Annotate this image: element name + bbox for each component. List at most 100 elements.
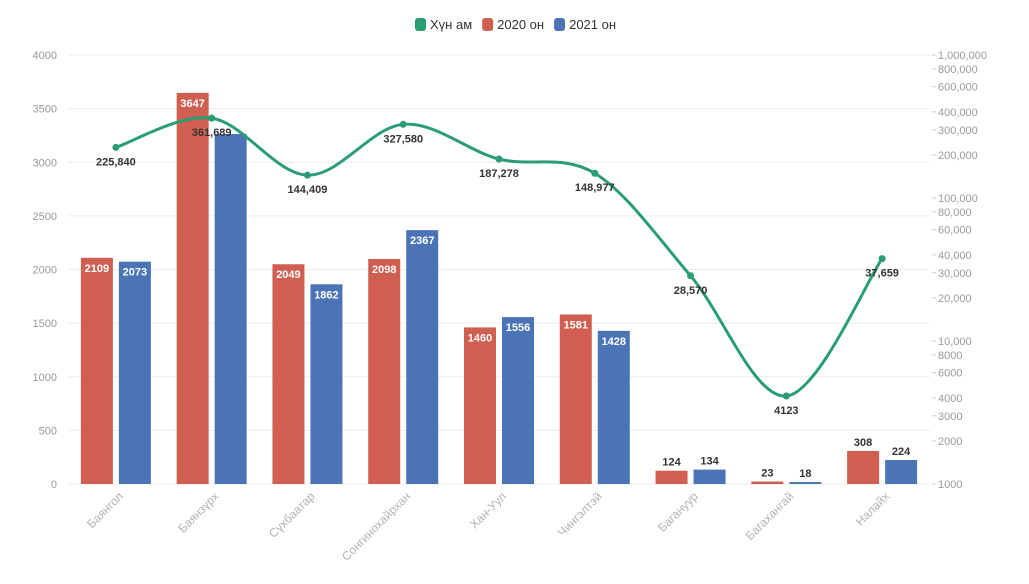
line-point	[782, 392, 790, 400]
bar-2021 он	[214, 134, 247, 484]
legend-label: Хүн ам	[430, 17, 472, 32]
bar-data-label: 2049	[276, 269, 300, 281]
right-tick-label: 2000	[938, 436, 962, 448]
line-data-label: 4123	[774, 405, 798, 417]
category-label: Налайх	[853, 489, 892, 528]
legend-swatch	[415, 18, 426, 31]
right-tick-label: 40,000	[938, 250, 972, 262]
legend-label: 2020 он	[497, 17, 544, 32]
bar-2020 он	[847, 450, 880, 484]
bar-2020 он	[655, 470, 688, 484]
bar-2021 он	[406, 230, 439, 484]
bar-data-label: 1581	[564, 319, 588, 331]
population-line: 225,840 361,689 144,409 327,580 187,278 148,9…	[96, 114, 899, 417]
right-tick-label: 1000	[938, 479, 962, 491]
right-tick-label: 400,000	[938, 107, 978, 119]
line-point	[687, 272, 695, 280]
bar-data-label: 2098	[372, 264, 396, 276]
left-tick-label: 1000	[33, 372, 57, 384]
line-point	[399, 120, 407, 128]
right-tick-label: 30,000	[938, 268, 972, 280]
category-label: Багахангай	[743, 489, 797, 543]
legend-label: 2021 он	[569, 17, 616, 32]
right-tick-label: 80,000	[938, 207, 972, 219]
bar-2021 он	[693, 469, 726, 484]
bar-2020 он	[176, 92, 209, 484]
line-data-label: 148,977	[575, 182, 615, 194]
left-tick-label: 2000	[33, 265, 57, 277]
line-point	[303, 171, 311, 179]
left-tick-label: 3500	[33, 104, 57, 116]
line-data-label: 187,278	[479, 168, 519, 180]
line-point	[208, 114, 216, 122]
legend: Хүн ам 2020 он 2021 он	[415, 17, 616, 32]
category-label: Хан-Уул	[467, 489, 509, 531]
bar-2020 он	[80, 257, 113, 484]
bar-2020 он	[751, 481, 784, 484]
right-tick-label: 20,000	[938, 293, 972, 305]
bar-data-label: 1556	[506, 322, 530, 334]
right-tick-label: 600,000	[938, 82, 978, 94]
bar-2021 он	[597, 330, 630, 484]
category-label: Чингэлтэй	[555, 489, 605, 539]
right-tick-label: 4000	[938, 393, 962, 405]
right-tick-label: 800,000	[938, 64, 978, 76]
right-tick-label: 3000	[938, 411, 962, 423]
bar-data-label: 3647	[180, 98, 204, 110]
left-tick-label: 500	[39, 425, 57, 437]
bar-data-label: 2073	[123, 267, 147, 279]
bar-data-label: 1460	[468, 332, 492, 344]
line-data-label: 327,580	[383, 133, 423, 145]
right-axis: 1000 2000 3000 4000 6000 8000 10,000 20,000 30,0…	[932, 50, 987, 491]
line-point	[112, 143, 120, 151]
bar-data-label: 1428	[602, 336, 626, 348]
left-tick-label: 2500	[33, 211, 57, 223]
population-line-path	[115, 116, 884, 398]
right-tick-label: 60,000	[938, 225, 972, 237]
category-label: Сонгинохайрхан	[339, 489, 413, 563]
line-data-label: 361,689	[192, 127, 232, 139]
bar-2021 он	[885, 459, 918, 484]
category-label: Баянзүрх	[175, 489, 221, 535]
bar-2020 он	[559, 314, 592, 484]
bar-data-label: 2109	[85, 263, 109, 275]
category-label: Багануур	[655, 489, 701, 535]
line-point	[591, 169, 599, 177]
right-tick-label: 100,000	[938, 193, 978, 205]
bar-2020 он	[272, 264, 305, 484]
bar-data-label: 124	[662, 457, 681, 469]
bar-2021 он	[310, 284, 343, 484]
line-data-label: 28,570	[674, 285, 708, 297]
right-tick-label: 6000	[938, 368, 962, 380]
bar-2020 он	[368, 258, 401, 484]
bar-2021 он	[502, 317, 534, 484]
right-tick-label: 200,000	[938, 150, 978, 162]
legend-swatch	[482, 18, 494, 31]
bar-data-label: 18	[799, 468, 811, 480]
bar-data-label: 2367	[410, 235, 434, 247]
bar-data-label: 23	[761, 468, 773, 480]
right-tick-label: 10,000	[938, 336, 972, 348]
category-label: Сүхбаатар	[266, 489, 318, 541]
bar-data-label: 1862	[314, 289, 338, 301]
left-tick-label: 0	[51, 479, 57, 491]
line-data-label: 225,840	[96, 156, 136, 168]
bar-2020 он	[464, 327, 496, 484]
bar-data-label: 224	[892, 446, 911, 458]
left-tick-label: 1500	[33, 318, 57, 330]
right-tick-label: 1,000,000	[938, 50, 987, 62]
bar-2021 он	[789, 482, 822, 484]
x-axis: Баянгол Баянзүрх Сүхбаатар Сонгинохайрхан Ха…	[84, 489, 892, 564]
right-tick-label: 300,000	[938, 125, 978, 137]
bars: 2109 2073 3647 2049 1862 2098 2367 1460 1556 1581…	[80, 92, 918, 484]
gridlines	[68, 54, 930, 485]
right-tick-label: 8000	[938, 350, 962, 362]
bar-data-label: 308	[854, 437, 872, 449]
bar-2021 он	[118, 261, 151, 484]
line-data-label: 37,659	[865, 268, 899, 280]
line-point	[878, 255, 886, 263]
line-point	[495, 155, 503, 163]
left-tick-label: 3000	[33, 157, 57, 169]
legend-swatch	[554, 18, 566, 31]
